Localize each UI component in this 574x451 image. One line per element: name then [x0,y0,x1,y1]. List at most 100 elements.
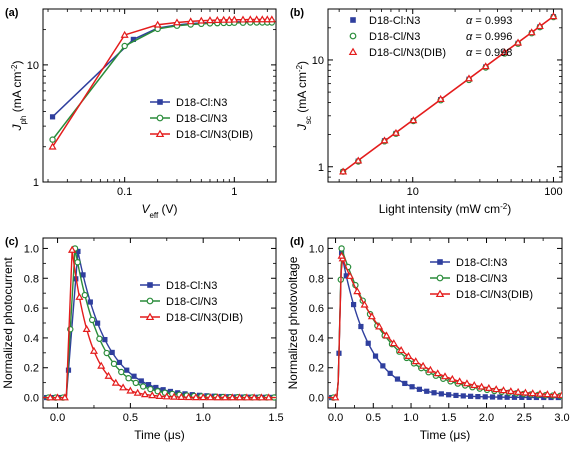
legend-label: D18-Cl:N3 [456,257,507,269]
legend-label: D18-Cl/N3 [456,273,507,285]
legend-marker [157,99,163,105]
data-point [455,377,464,385]
legend-marker [349,32,357,40]
data-point [133,388,142,396]
plot-area [48,15,276,150]
y-tick-label: 0.8 [309,273,324,285]
data-point [111,378,120,386]
legend-label: D18-Cl/N3(DIB) [176,129,253,141]
data-point [267,15,276,23]
data-point [197,16,206,24]
y-tick-label: 1 [33,177,39,189]
alpha-annotation: α = 0.993 [466,15,512,27]
data-point [513,38,523,46]
data-point [448,374,457,382]
panel-label: (c) [5,236,19,248]
data-point [264,393,273,401]
legend-label: D18-Cl/N3 [166,296,217,308]
data-point [103,349,110,357]
data-point [391,128,400,136]
y-axis-title: Normalized photovoltage [286,256,300,389]
x-tick-label: 1.5 [441,412,456,424]
data-point [126,386,135,394]
data-point [155,391,164,399]
series-D18-Cl/N3 [49,19,276,143]
data-point [225,15,234,23]
series-D18-Cl/N3(DIB) [339,12,558,175]
data-point [138,378,144,384]
data-point [125,375,132,382]
data-point [252,15,261,23]
data-point [110,360,118,368]
data-point [49,136,56,143]
data-point [536,389,545,397]
legend-label: D18-Cl:N3 [369,15,420,27]
data-point [409,384,415,390]
data-point [186,17,195,25]
data-point [345,271,354,279]
data-point [97,361,106,369]
data-point [402,380,408,387]
data-point [121,42,128,50]
data-point [477,382,486,390]
legend-marker [145,312,155,321]
data-point [500,48,509,56]
data-point [543,390,552,398]
data-point [519,394,525,400]
data-point [426,365,435,373]
y-axis-title: Normalized photocurrent [1,257,15,389]
data-point [436,94,445,102]
data-point [172,18,181,26]
legend-label: D18-Cl/N3(DIB) [369,47,446,59]
data-point [235,393,244,401]
plot-area [328,245,562,401]
data-point [153,384,159,391]
data-point [382,331,391,339]
data-point [131,373,137,379]
plot-area [339,12,558,175]
data-point [124,367,130,373]
x-tick-label: 100 [544,186,562,198]
data-point [511,394,518,400]
y-tick-label: 1 [318,162,324,174]
data-point [360,300,369,308]
legend: D18-Cl:N3 α = 0.993 D18-Cl/N3 α = 0.996 D18-… [348,15,512,59]
data-point [184,393,193,401]
y-tick-label: 1.0 [309,243,324,255]
data-point [219,15,228,23]
data-point [446,392,452,398]
data-point [49,114,56,120]
data-point [68,245,77,253]
data-point [521,388,530,396]
data-point [147,385,154,393]
data-point [118,368,125,376]
x-tick-label: 0.0 [50,412,65,424]
y-tick-label: 0.6 [309,303,324,315]
x-axis-title: Time (μs) [134,428,184,442]
x-axis-title: Veff (V) [141,202,177,220]
data-point [354,156,363,164]
data-point [206,393,215,401]
x-tick-label: 0.5 [123,412,138,424]
legend-label: D18-Cl/N3(DIB) [166,312,243,324]
alpha-annotation: α = 0.998 [466,47,512,59]
data-point [350,301,357,308]
plot-frame [42,8,277,183]
plot-area [43,245,276,401]
data-point [387,370,393,376]
y-tick-label: 0.6 [24,303,39,315]
legend-marker [155,129,165,138]
data-point [343,273,349,279]
y-tick-label: 0.0 [24,393,39,405]
data-point [89,346,98,354]
series-line [51,18,272,148]
plot-frame [327,237,563,409]
data-point [527,28,536,36]
data-point [148,391,157,399]
legend: D18-Cl:N3 D18-Cl/N3 D18-Cl/N3(DIB) [430,257,533,301]
data-point [409,116,418,124]
data-point [87,299,93,305]
series-D18-Cl/N3(DIB) [48,15,276,150]
x-tick-label: 1.5 [268,412,283,424]
